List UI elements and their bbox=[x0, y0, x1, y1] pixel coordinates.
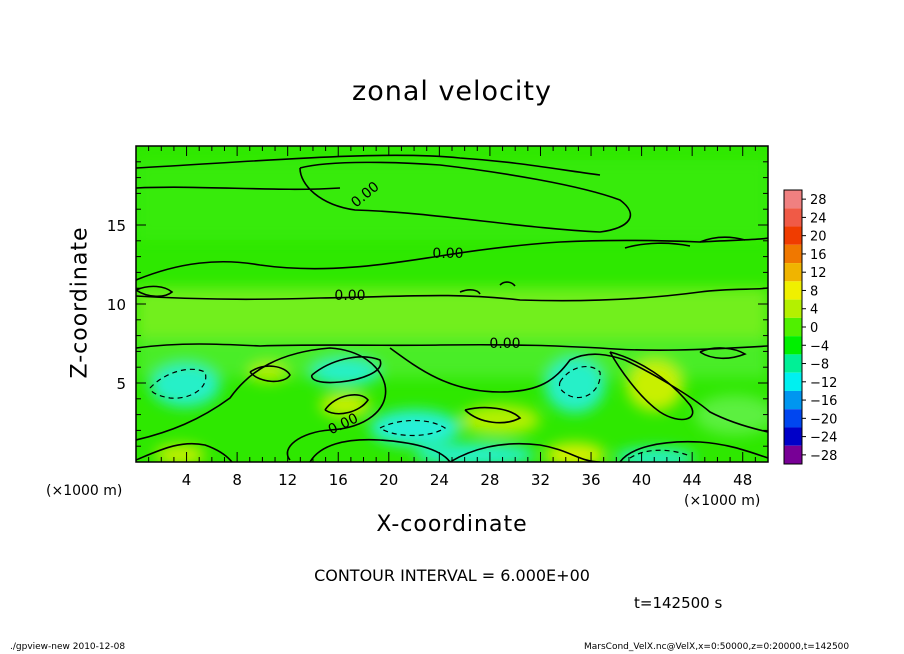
colorbar: 28 24 20 16 12 8 4 0 −4 −8 −12 −16 −20 −24 −28 bbox=[783, 189, 837, 465]
x-tick-label: 40 bbox=[632, 471, 651, 489]
y-tick-label: 5 bbox=[116, 375, 126, 393]
colorbar-label: 20 bbox=[810, 230, 827, 245]
colorbar-swatch bbox=[784, 390, 802, 410]
colorbar-swatch bbox=[784, 427, 802, 446]
colorbar-label: −4 bbox=[810, 339, 829, 354]
colorbar-swatch bbox=[784, 354, 802, 373]
x-unit-label-left: (×1000 m) bbox=[46, 483, 123, 499]
velocity-field bbox=[136, 146, 768, 462]
contour-label: 0.00 bbox=[334, 288, 365, 304]
y-tick-group: 5 10 15 bbox=[107, 161, 768, 447]
y-tick-label: 15 bbox=[107, 217, 126, 235]
contour-interval-note: CONTOUR INTERVAL = 6.000E+00 bbox=[314, 566, 590, 585]
colorbar-label: −8 bbox=[810, 358, 829, 373]
x-tick-label: 32 bbox=[531, 471, 550, 489]
x-tick-label: 20 bbox=[379, 471, 398, 489]
contour-label: 0.00 bbox=[489, 336, 520, 352]
x-axis-label: X-coordinate bbox=[376, 512, 528, 537]
colorbar-swatch bbox=[784, 226, 802, 245]
x-tick-group: 4 8 12 16 20 24 28 32 36 40 44 48 bbox=[148, 146, 756, 489]
colorbar-swatch bbox=[784, 445, 802, 464]
x-tick-label: 48 bbox=[733, 471, 752, 489]
x-unit-label-right: (×1000 m) bbox=[684, 493, 761, 509]
x-tick-label: 24 bbox=[430, 471, 449, 489]
x-tick-label: 36 bbox=[581, 471, 600, 489]
colorbar-label: −24 bbox=[810, 431, 837, 446]
x-tick-label: 44 bbox=[683, 471, 702, 489]
x-tick-label: 16 bbox=[329, 471, 348, 489]
chart-title: zonal velocity bbox=[352, 76, 552, 107]
x-tick-label: 8 bbox=[232, 471, 242, 489]
colorbar-swatch bbox=[784, 299, 802, 318]
colorbar-swatch bbox=[784, 409, 802, 428]
contour-label: 0.00 bbox=[432, 246, 463, 262]
x-tick-label: 28 bbox=[480, 471, 499, 489]
colorbar-swatch bbox=[784, 317, 802, 337]
footer-right: MarsCond_VelX.nc@VelX,x=0:50000,z=0:2000… bbox=[584, 642, 850, 652]
colorbar-label: −16 bbox=[810, 394, 837, 409]
colorbar-label: −20 bbox=[810, 412, 837, 427]
footer-left: ./gpview-new 2010-12-08 bbox=[10, 642, 126, 652]
y-tick-label: 10 bbox=[107, 296, 126, 314]
contour-lines bbox=[136, 154, 768, 462]
colorbar-label: 16 bbox=[810, 248, 827, 263]
x-tick-label: 4 bbox=[182, 471, 192, 489]
colorbar-label: −28 bbox=[810, 449, 837, 464]
colorbar-swatch bbox=[784, 336, 802, 355]
time-label: t=142500 s bbox=[634, 594, 723, 612]
colorbar-label: 8 bbox=[810, 284, 818, 299]
colorbar-label: 24 bbox=[810, 211, 827, 226]
colorbar-label: 12 bbox=[810, 266, 827, 281]
colorbar-label: 4 bbox=[810, 303, 818, 318]
colorbar-swatch bbox=[784, 190, 802, 209]
colorbar-swatch bbox=[784, 263, 802, 282]
colorbar-label: −12 bbox=[810, 376, 837, 391]
colorbar-label: 0 bbox=[810, 321, 818, 336]
x-tick-label: 12 bbox=[278, 471, 297, 489]
colorbar-swatch bbox=[784, 372, 802, 391]
colorbar-swatch bbox=[784, 244, 802, 264]
colorbar-swatch bbox=[784, 208, 802, 227]
colorbar-swatch bbox=[784, 281, 802, 300]
colorbar-label: 28 bbox=[810, 193, 827, 208]
